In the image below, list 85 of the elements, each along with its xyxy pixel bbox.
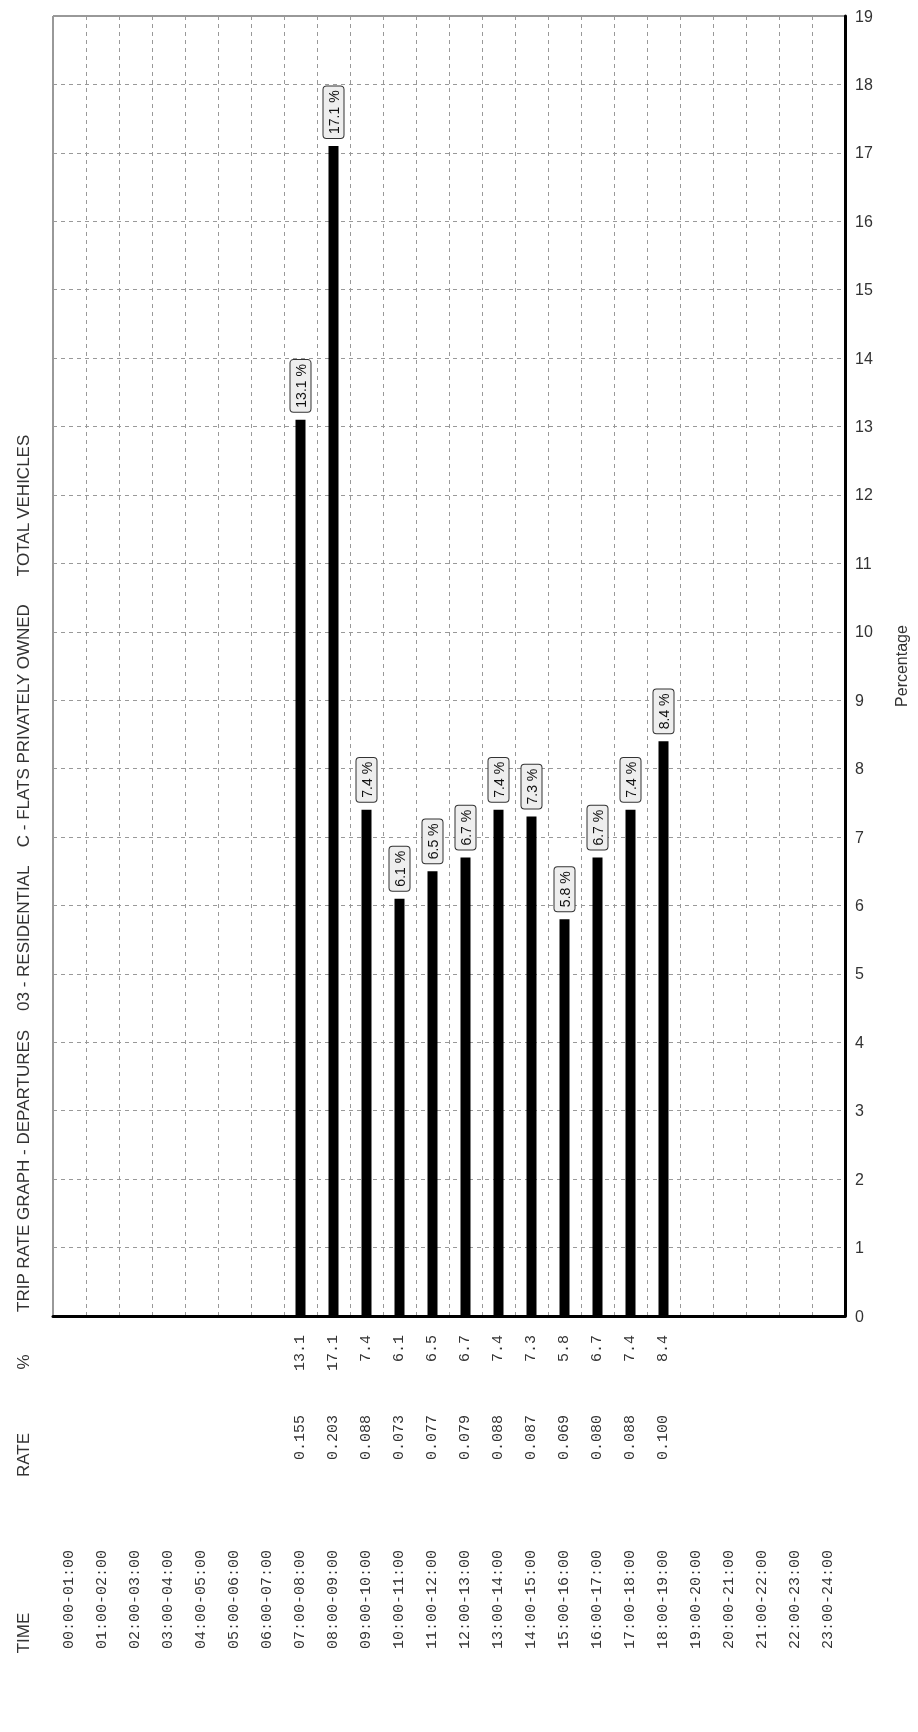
y2-tick-label: 6 — [855, 896, 864, 914]
x-tick-label: 07:00-08:00 — [292, 1550, 309, 1650]
text: 0.088 — [490, 1415, 507, 1461]
text: 0.080 — [589, 1415, 606, 1461]
x-tick-label: 08:00-09:00 — [325, 1550, 342, 1650]
text: % — [13, 1354, 33, 1370]
text: 6.5 — [424, 1335, 441, 1363]
data-label: 13.1 % — [292, 364, 309, 408]
y2-tick-label: 3 — [855, 1102, 864, 1120]
data-label: 7.3 % — [523, 768, 540, 805]
x-tick-label: 18:00-19:00 — [655, 1550, 672, 1650]
x-tick-label: 11:00-12:00 — [424, 1550, 441, 1650]
y2-tick-label: 10 — [855, 623, 873, 641]
text: RATE — [13, 1432, 33, 1478]
data-label: 5.8 % — [556, 871, 573, 908]
text: 6.7 — [589, 1335, 606, 1363]
x-tick-label: 01:00-02:00 — [94, 1550, 111, 1650]
x-tick-label: 21:00-22:00 — [754, 1550, 771, 1650]
y2-axis-title: Percentage — [892, 624, 910, 707]
x-tick-label: 14:00-15:00 — [523, 1550, 540, 1650]
x-tick-label: 00:00-01:00 — [61, 1550, 78, 1650]
x-tick-label: 20:00-21:00 — [721, 1550, 738, 1650]
y2-tick-label: 7 — [855, 828, 864, 846]
data-label: 6.1 % — [391, 850, 408, 887]
x-tick-label: 03:00-04:00 — [160, 1550, 177, 1650]
text: 13.1 — [292, 1335, 309, 1372]
text: 0.155 — [292, 1415, 309, 1461]
x-tick-label: 02:00-03:00 — [127, 1550, 144, 1650]
text: 0.100 — [655, 1415, 672, 1461]
text: 0.069 — [556, 1415, 573, 1461]
data-label: 17.1 % — [325, 90, 342, 134]
x-tick-label: 10:00-11:00 — [391, 1550, 408, 1650]
data-label: 8.4 % — [655, 693, 672, 730]
text: 0.088 — [358, 1415, 375, 1461]
y2-tick-label: 12 — [855, 486, 873, 504]
text: 0.079 — [457, 1415, 474, 1461]
data-label: 7.4 % — [358, 761, 375, 798]
data-label: 7.4 % — [490, 761, 507, 798]
x-tick-label: 13:00-14:00 — [490, 1550, 507, 1650]
x-tick-label: 23:00-24:00 — [820, 1550, 837, 1650]
y2-tick-label: 5 — [855, 965, 864, 983]
y2-tick-label: 18 — [855, 75, 873, 93]
x-tick-label: 19:00-20:00 — [688, 1550, 705, 1650]
y2-tick-label: 9 — [855, 691, 864, 709]
y2-tick-label: 13 — [855, 418, 873, 436]
y2-tick-label: 19 — [855, 7, 873, 25]
text: 0.088 — [622, 1415, 639, 1461]
data-label: 6.7 % — [589, 809, 606, 846]
data-label: 7.4 % — [622, 761, 639, 798]
data-label: 6.7 % — [457, 809, 474, 846]
text: 5.8 — [556, 1335, 573, 1363]
text: 0.073 — [391, 1415, 408, 1461]
text: TRIP RATE GRAPH - DEPARTURES 03 - RESIDENTIAL C - FLATS PRIVATELY OWNED TOTAL VEHICLES — [13, 434, 33, 1312]
text: 8.4 — [655, 1335, 672, 1363]
y2-tick-label: 8 — [855, 760, 864, 778]
text: 7.4 — [622, 1335, 639, 1363]
y2-tick-label: 14 — [855, 349, 873, 367]
data-label: 6.5 % — [424, 823, 441, 860]
text: 6.7 — [457, 1335, 474, 1363]
x-tick-label: 06:00-07:00 — [259, 1550, 276, 1650]
text: 6.1 — [391, 1335, 408, 1363]
text: TIME — [13, 1612, 33, 1654]
text: 0.203 — [325, 1415, 342, 1461]
y2-tick-label: 2 — [855, 1170, 864, 1188]
y2-tick-label: 4 — [855, 1033, 864, 1051]
x-tick-label: 04:00-05:00 — [193, 1550, 210, 1650]
x-tick-label: 05:00-06:00 — [226, 1550, 243, 1650]
x-tick-label: 09:00-10:00 — [358, 1550, 375, 1650]
text: 7.4 — [490, 1335, 507, 1363]
text: 7.4 — [358, 1335, 375, 1363]
text: 17.1 — [325, 1335, 342, 1372]
y2-tick-label: 16 — [855, 212, 873, 230]
text: 0.087 — [523, 1415, 540, 1461]
y2-tick-label: 0 — [855, 1307, 864, 1325]
y2-tick-label: 1 — [855, 1239, 864, 1257]
x-tick-label: 17:00-18:00 — [622, 1550, 639, 1650]
x-tick-label: 22:00-23:00 — [787, 1550, 804, 1650]
x-tick-label: 16:00-17:00 — [589, 1550, 606, 1650]
y2-tick-label: 11 — [855, 554, 872, 572]
text: 0.077 — [424, 1415, 441, 1461]
text: 7.3 — [523, 1335, 540, 1363]
x-tick-label: 12:00-13:00 — [457, 1550, 474, 1650]
x-tick-label: 15:00-16:00 — [556, 1550, 573, 1650]
y2-tick-label: 17 — [855, 144, 873, 162]
y2-tick-label: 15 — [855, 281, 873, 299]
